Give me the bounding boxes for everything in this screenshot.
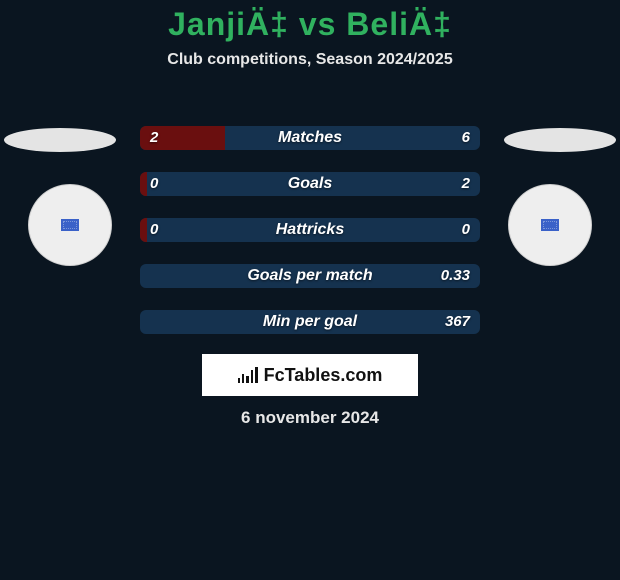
stat-right-value: 2 bbox=[462, 172, 470, 196]
subtitle: Club competitions, Season 2024/2025 bbox=[0, 51, 620, 69]
stat-label: Hattricks bbox=[140, 218, 480, 242]
barchart-icon bbox=[238, 367, 258, 383]
stats-panel: 2 Matches 6 0 Goals 2 0 Hattricks 0 Goal… bbox=[140, 126, 480, 356]
flag-icon bbox=[541, 219, 559, 231]
flag-icon bbox=[61, 219, 79, 231]
date-label: 6 november 2024 bbox=[0, 408, 620, 428]
stat-row-goals: 0 Goals 2 bbox=[140, 172, 480, 196]
stat-label: Goals per match bbox=[140, 264, 480, 288]
left-team-avatar bbox=[28, 184, 112, 266]
stat-label: Matches bbox=[140, 126, 480, 150]
left-ellipse-badge bbox=[4, 128, 116, 152]
stat-row-hattricks: 0 Hattricks 0 bbox=[140, 218, 480, 242]
stat-label: Goals bbox=[140, 172, 480, 196]
stat-right-value: 0 bbox=[462, 218, 470, 242]
stat-right-value: 6 bbox=[462, 126, 470, 150]
stat-row-min-per-goal: Min per goal 367 bbox=[140, 310, 480, 334]
source-logo-text: FcTables.com bbox=[264, 365, 383, 386]
right-team-avatar bbox=[508, 184, 592, 266]
stat-row-goals-per-match: Goals per match 0.33 bbox=[140, 264, 480, 288]
source-logo: FcTables.com bbox=[202, 354, 418, 396]
page-title: JanjiÄ‡ vs BeliÄ‡ bbox=[0, 0, 620, 43]
stat-row-matches: 2 Matches 6 bbox=[140, 126, 480, 150]
stat-label: Min per goal bbox=[140, 310, 480, 334]
right-ellipse-badge bbox=[504, 128, 616, 152]
stat-right-value: 367 bbox=[445, 310, 470, 334]
stat-right-value: 0.33 bbox=[441, 264, 470, 288]
comparison-card: JanjiÄ‡ vs BeliÄ‡ Club competitions, Sea… bbox=[0, 0, 620, 580]
